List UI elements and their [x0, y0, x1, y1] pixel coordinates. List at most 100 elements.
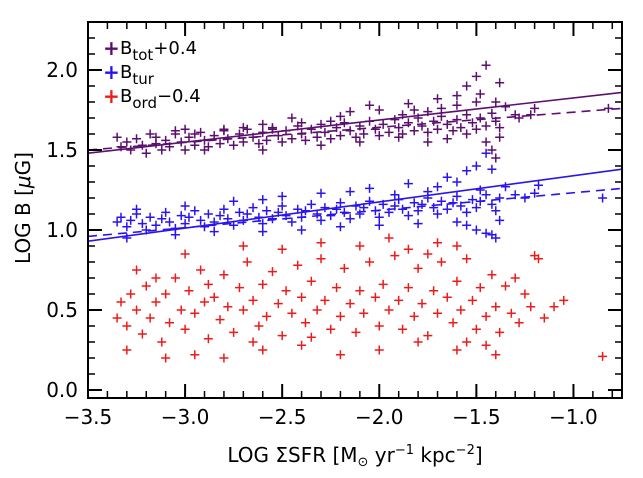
point-ord [452, 345, 462, 355]
point-tot [471, 71, 481, 81]
point-ord [549, 302, 559, 312]
point-tot [176, 137, 186, 147]
point-tot [297, 118, 307, 128]
point-tot [312, 132, 322, 142]
point-tur [293, 204, 303, 214]
point-tur [471, 225, 481, 235]
point-tur [332, 204, 342, 214]
fit-line-solid-tot [88, 91, 622, 154]
point-ord [452, 241, 462, 251]
fit-lines [88, 91, 622, 242]
point-ord [442, 292, 452, 302]
point-tur [355, 209, 365, 219]
point-tot [242, 124, 252, 134]
point-tot [180, 124, 190, 134]
point-ord [267, 267, 277, 277]
point-tur [520, 193, 530, 203]
point-ord [335, 311, 345, 321]
point-tur [390, 201, 400, 211]
point-tot [258, 119, 268, 129]
point-tot [335, 111, 345, 121]
point-tur [170, 230, 180, 240]
point-tur [491, 206, 501, 216]
point-ord [514, 318, 524, 328]
point-ord [335, 350, 345, 360]
point-ord [176, 305, 186, 315]
point-tur [273, 207, 283, 217]
legend-marker-ord: + [103, 84, 120, 108]
point-tot [126, 145, 136, 155]
point-tot [475, 89, 485, 99]
point-tot [452, 100, 462, 110]
point-ord [242, 257, 252, 267]
point-ord [258, 345, 268, 355]
point-tur [116, 212, 126, 222]
point-tot [526, 110, 536, 120]
point-ord [132, 265, 142, 275]
x-tick-label: −3.0 [161, 405, 210, 429]
point-tur [229, 196, 239, 206]
point-tur [157, 214, 167, 224]
point-tur [495, 193, 505, 203]
point-ord [116, 297, 126, 307]
point-tur [238, 215, 248, 225]
point-tot [297, 129, 307, 139]
point-ord [258, 279, 268, 289]
point-tot [370, 124, 380, 134]
point-tot [196, 127, 206, 137]
point-tur [254, 212, 264, 222]
point-tot [112, 132, 122, 142]
point-tur [359, 203, 369, 213]
point-tur [436, 196, 446, 206]
xlabel-mid: SFR [M [288, 443, 358, 467]
point-tur [297, 212, 307, 222]
point-tot [145, 129, 155, 139]
point-tot [452, 91, 462, 101]
point-ord [203, 279, 213, 289]
point-tur [184, 212, 194, 222]
point-ord [122, 321, 132, 331]
point-tur [122, 233, 132, 243]
point-tur [471, 203, 481, 213]
point-ord [287, 308, 297, 318]
point-tur [161, 207, 171, 217]
point-ord [413, 337, 423, 347]
point-tot [320, 127, 330, 137]
point-tot [491, 97, 501, 107]
point-tur [281, 211, 291, 221]
x-tick-label: −1.5 [452, 405, 501, 429]
point-ord [436, 257, 446, 267]
point-tot [355, 137, 365, 147]
point-tot [190, 140, 200, 150]
point-tur [530, 188, 540, 198]
point-tot [384, 127, 394, 137]
point-ord [151, 297, 161, 307]
x-axis-title: LOG ΣSFR [M⊙ yr−1 kpc−2] [227, 443, 482, 470]
point-ord [200, 297, 210, 307]
point-tot [332, 123, 342, 133]
point-ord [165, 318, 175, 328]
point-tot [209, 131, 219, 141]
point-ord [429, 286, 439, 296]
point-tur [413, 206, 423, 216]
point-tur [481, 228, 491, 238]
point-tur [180, 219, 190, 229]
point-ord [229, 327, 239, 337]
point-tot [433, 124, 443, 134]
point-tot [287, 134, 297, 144]
point-tur [403, 179, 413, 189]
point-tur [258, 227, 268, 237]
point-ord [316, 238, 326, 248]
point-tot [345, 107, 355, 117]
point-tot [180, 145, 190, 155]
point-tot [378, 119, 388, 129]
point-tur [403, 211, 413, 221]
point-tot [287, 113, 297, 123]
point-tot [442, 134, 452, 144]
point-tot [200, 135, 210, 145]
point-tur [203, 209, 213, 219]
legend-label-ord: Bord−0.4 [120, 86, 201, 112]
point-tur [287, 217, 297, 227]
point-tur [475, 185, 485, 195]
point-tur [200, 222, 210, 232]
